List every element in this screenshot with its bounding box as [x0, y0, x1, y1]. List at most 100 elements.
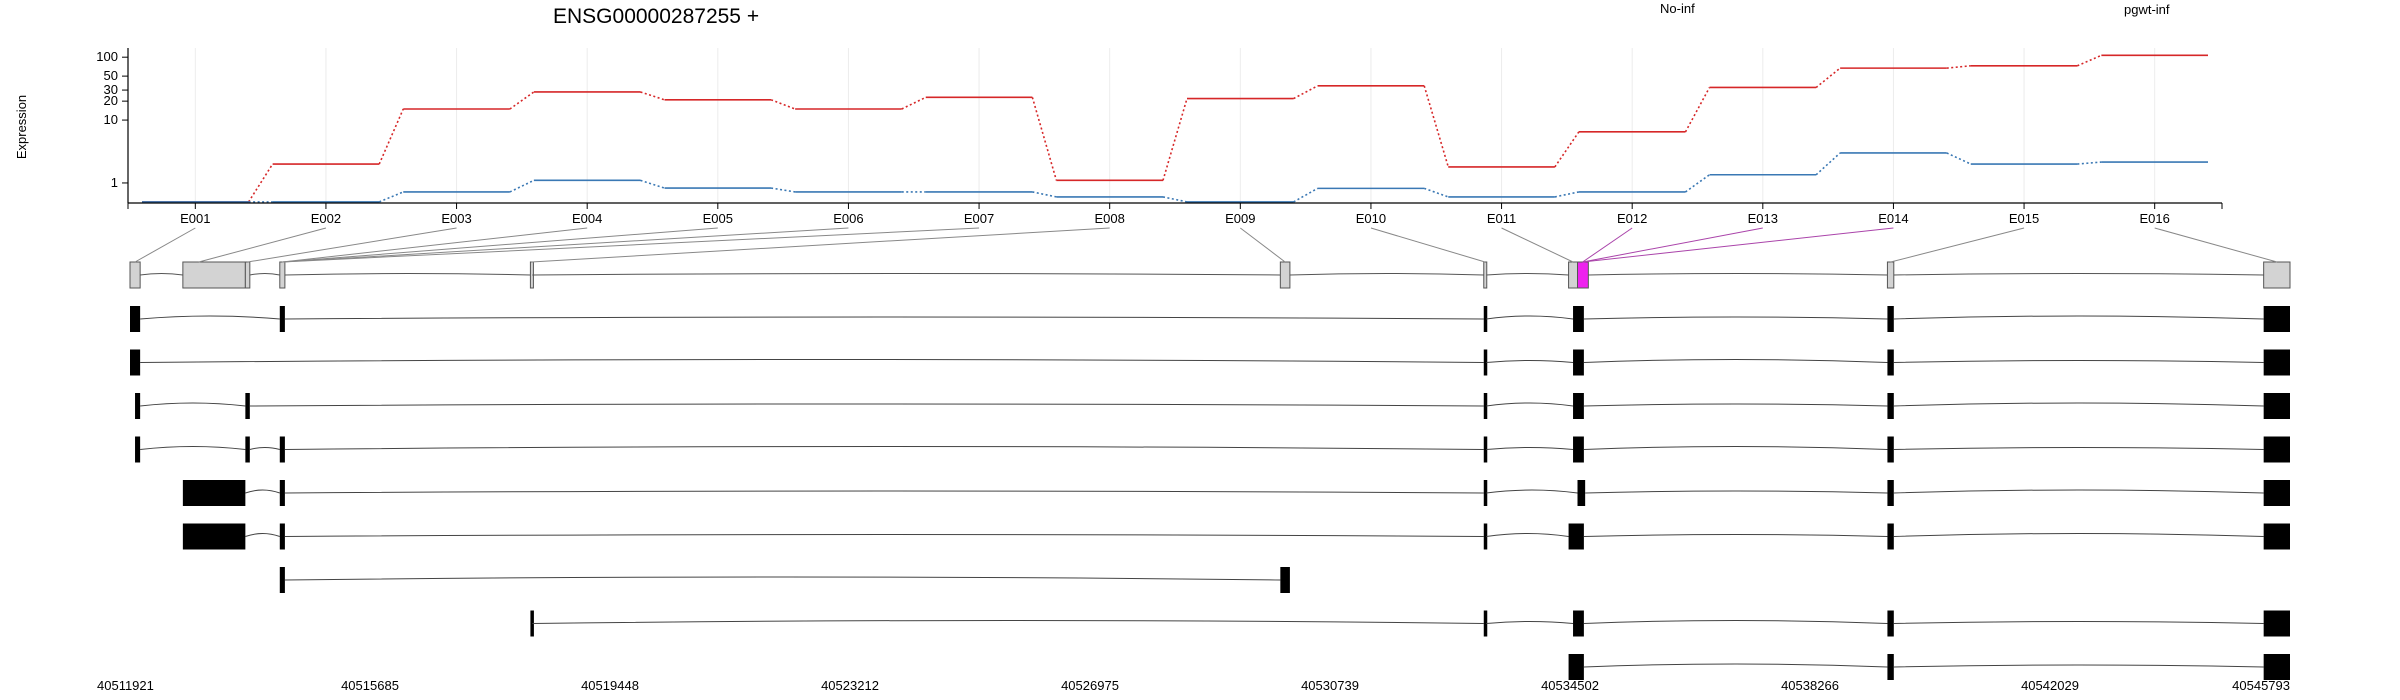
transcript-track	[135, 436, 2290, 463]
series-no-inf-transition-8	[1162, 98, 1188, 181]
transcript-exon	[1887, 610, 1894, 637]
transcript-intron	[140, 315, 280, 320]
gene-model-intron-4	[284, 273, 531, 276]
genomic-coordinate-label: 40538266	[1781, 678, 1839, 693]
transcript-exon	[2263, 393, 2290, 419]
transcript-intron	[1486, 489, 1578, 494]
connector-e008	[531, 227, 1110, 263]
transcript-exon	[1483, 480, 1488, 506]
transcript-intron	[1486, 315, 1574, 320]
grid-layer	[194, 48, 2156, 203]
genomic-coordinate-axis: 40511921 40515685 40519448 40523212 40526975…	[97, 678, 2290, 693]
transcript-exon	[1573, 306, 1584, 332]
series-pgwt-inf-transition-5	[770, 187, 796, 193]
series-pgwt-inf-transition-12	[1685, 174, 1710, 193]
transcript-intron	[1486, 360, 1574, 363]
series-no-inf-transition-11	[1554, 131, 1580, 168]
x-tick-label-e016: E016	[2140, 211, 2170, 226]
transcript-intron	[1893, 489, 2264, 494]
series-pgwt-inf-transition-2	[378, 191, 404, 203]
transcript-exon	[2263, 610, 2290, 637]
series-pgwt-inf-transition-11	[1554, 191, 1580, 198]
connector-e011	[1501, 227, 1574, 263]
transcript-exon	[1577, 480, 1586, 506]
genomic-coordinate-label: 40545793	[2232, 678, 2290, 693]
transcript-exon	[130, 349, 141, 376]
x-tick-label-e014: E014	[1878, 211, 1908, 226]
gene-model-intron-1	[140, 273, 183, 276]
transcript-exon	[2263, 480, 2290, 506]
transcript-exon	[182, 523, 246, 550]
connector-e012	[1582, 227, 1633, 263]
y-axis-label: Expression	[14, 95, 29, 159]
transcript-intron	[245, 489, 280, 494]
transcript-exon	[1483, 393, 1488, 419]
transcript-intron	[1893, 533, 2264, 537]
y-tick-label-30: 30	[104, 82, 118, 97]
transcript-intron	[1583, 403, 1888, 407]
transcript-intron	[1583, 534, 1888, 537]
connector-e009	[1240, 227, 1286, 263]
x-tick-label-e007: E007	[964, 211, 994, 226]
series-no-inf-transition-3	[509, 91, 535, 110]
transcript-exon	[1887, 654, 1894, 680]
series-no-inf-transition-2	[378, 108, 404, 165]
transcript-intron	[1486, 533, 1569, 537]
transcript-exon	[1573, 349, 1584, 376]
transcript-intron	[1583, 620, 1888, 624]
x-tick-label-e015: E015	[2009, 211, 2039, 226]
transcript-intron	[284, 490, 1484, 494]
connector-e007	[282, 227, 980, 263]
transcript-exon	[1887, 480, 1894, 506]
y-tick-label-20: 20	[104, 93, 118, 108]
gene-model-intron-5	[532, 273, 1281, 276]
transcript-intron	[1585, 490, 1888, 494]
series-no-inf-transition-13	[1815, 67, 1841, 89]
y-tick-label-100: 100	[96, 49, 118, 64]
series-no-inf-transition-7	[1031, 97, 1058, 181]
series-no-inf-transition-6	[901, 96, 927, 110]
gene-model-exon-e004	[279, 261, 286, 289]
transcript-intron	[284, 576, 1281, 581]
transcript-exon	[2263, 436, 2290, 463]
transcript-exon	[1483, 306, 1488, 332]
x-tick-label-e002: E002	[311, 211, 341, 226]
gene-model-exon-e003	[244, 261, 251, 289]
transcript-intron	[245, 533, 280, 537]
transcript-exon	[2263, 654, 2290, 680]
x-tick-label-e005: E005	[703, 211, 733, 226]
transcript-intron	[1893, 402, 2264, 407]
y-tick-label-10: 10	[104, 112, 118, 127]
transcript-exon	[279, 480, 285, 506]
transcript-track	[182, 480, 2290, 506]
transcript-intron	[249, 403, 1484, 407]
transcript-exon	[1887, 436, 1894, 463]
transcript-intron	[1893, 315, 2264, 320]
series-pgwt-inf-transition-7	[1032, 191, 1057, 198]
transcript-exon	[2263, 306, 2290, 332]
transcript-exon	[135, 393, 141, 419]
x-tick-label-e001: E001	[180, 211, 210, 226]
series-no-inf-transition-14	[1946, 64, 1971, 69]
transcript-tracks	[130, 306, 2290, 680]
legend-entry-no-inf: No-inf	[1660, 1, 1695, 16]
series-no-inf-transition-9	[1293, 85, 1318, 100]
transcript-exon	[135, 436, 141, 463]
genomic-coordinate-label: 40534502	[1541, 678, 1599, 693]
genomic-coordinate-label: 40519448	[581, 678, 639, 693]
transcript-exon	[1573, 436, 1584, 463]
series-no-inf-transition-10	[1423, 85, 1450, 168]
connector-e015	[1890, 227, 2025, 263]
connector-e002	[198, 227, 327, 263]
transcript-intron	[284, 446, 1484, 450]
connector-e004	[282, 227, 588, 263]
connector-e001	[134, 227, 196, 263]
transcript-intron	[1893, 621, 2264, 624]
genomic-coordinate-label: 40523212	[821, 678, 879, 693]
gene-model-intron-6	[1289, 273, 1484, 276]
genomic-coordinate-label: 40530739	[1301, 678, 1359, 693]
transcript-exon	[1483, 349, 1488, 376]
transcript-exon	[279, 306, 285, 332]
transcript-intron	[284, 316, 1484, 320]
